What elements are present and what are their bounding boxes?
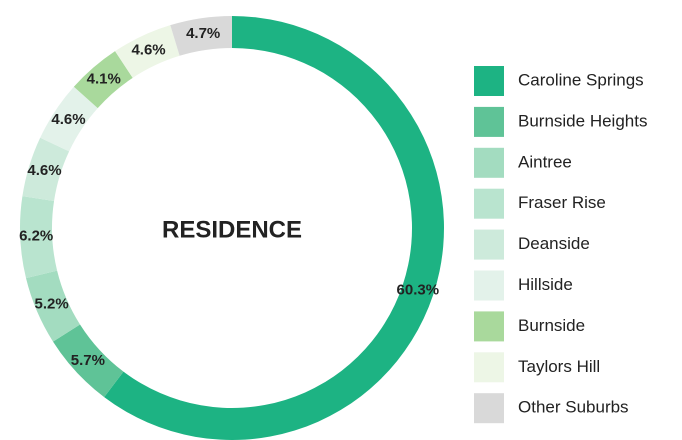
legend-swatch — [474, 393, 504, 424]
data-label: 4.1% — [87, 71, 121, 88]
legend-swatch — [474, 311, 504, 342]
legend-swatch — [474, 352, 504, 383]
donut-slice — [73, 51, 133, 109]
data-label: 4.7% — [186, 25, 220, 42]
legend-label: Fraser Rise — [518, 193, 606, 212]
legend-swatch — [474, 188, 504, 219]
data-label: 4.6% — [51, 111, 85, 128]
legend-label: Caroline Springs — [518, 70, 644, 89]
legend-label: Deanside — [518, 234, 590, 253]
legend-label: Burnside Heights — [518, 111, 647, 130]
data-label: 60.3% — [397, 281, 440, 298]
donut-slice — [22, 137, 70, 201]
donut-slice — [40, 86, 98, 152]
donut-slice — [115, 25, 180, 78]
chart-title: RESIDENCE — [162, 216, 302, 243]
data-label: 5.2% — [35, 296, 69, 313]
donut-slice — [26, 270, 81, 342]
legend-swatch — [474, 229, 504, 260]
data-label: 5.7% — [71, 352, 105, 369]
data-label: 4.6% — [27, 162, 61, 179]
data-label: 6.2% — [19, 228, 53, 245]
legend-swatch — [474, 66, 504, 96]
legend-label: Hillside — [518, 275, 573, 294]
data-label: 4.6% — [131, 42, 165, 59]
legend-swatch — [474, 147, 504, 178]
legend-label: Other Suburbs — [518, 398, 629, 417]
donut-slice — [170, 15, 232, 56]
legend-label: Burnside — [518, 316, 585, 335]
legend-label: Taylors Hill — [518, 357, 600, 376]
legend-label: Aintree — [518, 152, 572, 171]
legend-swatch — [474, 270, 504, 301]
donut-slice — [19, 196, 58, 279]
legend-swatch — [474, 106, 504, 137]
donut-slice — [53, 324, 124, 398]
donut-slice — [104, 16, 444, 440]
